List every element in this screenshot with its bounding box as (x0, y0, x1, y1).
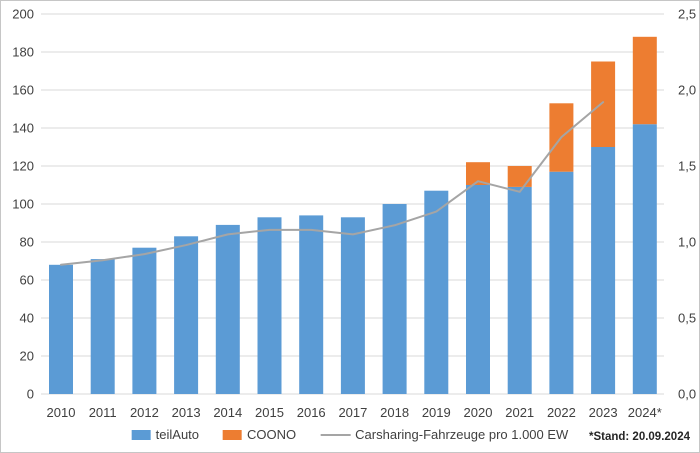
svg-text:2019: 2019 (422, 405, 451, 420)
svg-text:1,0: 1,0 (678, 235, 696, 250)
svg-text:0: 0 (27, 387, 34, 402)
legend-item-teilauto: teilAuto (131, 427, 200, 442)
svg-text:2023: 2023 (589, 405, 618, 420)
svg-text:2016: 2016 (297, 405, 326, 420)
svg-text:0,0: 0,0 (678, 387, 696, 402)
svg-text:2010: 2010 (47, 405, 76, 420)
svg-text:180: 180 (12, 45, 34, 60)
svg-text:2024*: 2024* (628, 405, 662, 420)
svg-text:2011: 2011 (89, 405, 117, 420)
legend-item-line: Carsharing-Fahrzeuge pro 1.000 EW (320, 427, 568, 442)
legend-item-coono: COONO (223, 427, 296, 442)
legend-label-teilauto: teilAuto (155, 427, 200, 442)
svg-text:60: 60 (20, 273, 34, 288)
coono-swatch-icon (223, 429, 243, 440)
legend-label-coono: COONO (247, 427, 297, 442)
svg-text:2015: 2015 (255, 405, 284, 420)
svg-text:2,0: 2,0 (678, 83, 696, 98)
svg-text:2020: 2020 (464, 405, 493, 420)
svg-text:20: 20 (20, 349, 34, 364)
legend: teilAuto COONO Carsharing-Fahrzeuge pro … (131, 427, 568, 442)
svg-text:80: 80 (20, 235, 34, 250)
svg-text:2,5: 2,5 (678, 7, 696, 22)
svg-text:2021: 2021 (505, 405, 534, 420)
svg-text:160: 160 (12, 83, 34, 98)
svg-text:140: 140 (12, 121, 34, 136)
svg-text:2022: 2022 (547, 405, 576, 420)
legend-label-line: Carsharing-Fahrzeuge pro 1.000 EW (355, 427, 569, 442)
svg-text:200: 200 (12, 7, 34, 22)
teilauto-swatch-icon (131, 429, 151, 440)
svg-text:120: 120 (12, 159, 34, 174)
svg-text:2013: 2013 (172, 405, 201, 420)
svg-text:2012: 2012 (130, 405, 159, 420)
svg-text:0,5: 0,5 (678, 311, 696, 326)
line-swatch-icon (320, 433, 351, 436)
plot-area: 0 20 40 60 80 100 120 140 160 180 200 0,0 0,5 1,0 1,5 2… (12, 7, 696, 421)
svg-text:2017: 2017 (338, 405, 367, 420)
svg-text:1,5: 1,5 (678, 159, 696, 174)
footnote-stand: *Stand: 20.09.2024 (588, 431, 690, 443)
svg-text:2014: 2014 (213, 405, 242, 420)
svg-text:100: 100 (12, 197, 34, 212)
svg-text:40: 40 (20, 311, 34, 326)
svg-text:2018: 2018 (380, 405, 409, 420)
